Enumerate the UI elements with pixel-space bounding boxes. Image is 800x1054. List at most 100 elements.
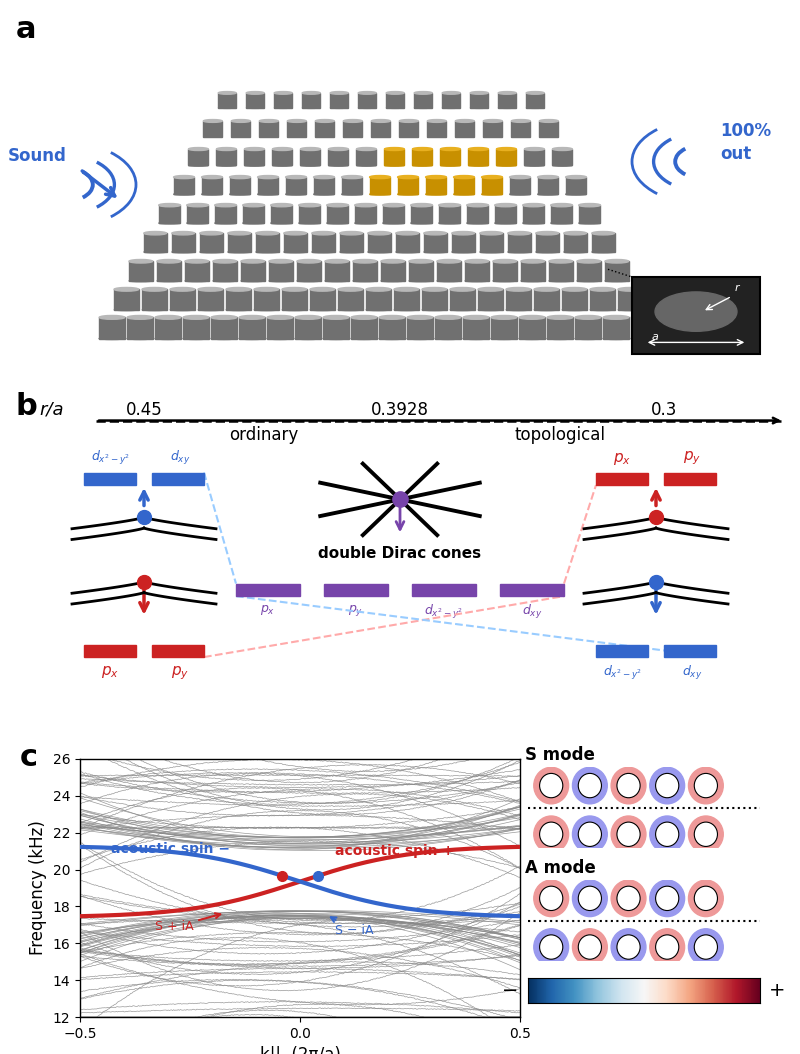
- Ellipse shape: [287, 136, 306, 137]
- Circle shape: [573, 929, 607, 965]
- Text: Sound: Sound: [8, 148, 67, 165]
- Ellipse shape: [256, 232, 278, 235]
- Ellipse shape: [381, 280, 405, 281]
- Ellipse shape: [414, 92, 432, 94]
- Bar: [566, 177, 586, 194]
- Text: $p_y$: $p_y$: [348, 603, 364, 619]
- Bar: [353, 261, 377, 280]
- Circle shape: [655, 822, 679, 846]
- Bar: [414, 93, 432, 108]
- Ellipse shape: [386, 92, 404, 94]
- Ellipse shape: [357, 164, 376, 167]
- Ellipse shape: [258, 194, 278, 195]
- Bar: [297, 261, 321, 280]
- Bar: [323, 317, 349, 338]
- Bar: [273, 149, 292, 165]
- Text: −: −: [502, 981, 518, 1000]
- Ellipse shape: [519, 315, 545, 319]
- Ellipse shape: [538, 194, 558, 195]
- Bar: [511, 121, 530, 137]
- Circle shape: [573, 880, 607, 917]
- Ellipse shape: [254, 288, 278, 291]
- Bar: [183, 317, 209, 338]
- Ellipse shape: [170, 288, 194, 291]
- Ellipse shape: [323, 337, 349, 339]
- Ellipse shape: [185, 259, 209, 264]
- Bar: [371, 121, 390, 137]
- Ellipse shape: [172, 232, 194, 235]
- Ellipse shape: [174, 194, 194, 195]
- Text: 0.3: 0.3: [651, 401, 677, 418]
- Ellipse shape: [538, 176, 558, 178]
- Ellipse shape: [343, 136, 362, 137]
- Bar: [230, 177, 250, 194]
- Bar: [242, 206, 265, 223]
- Text: acoustic spin +: acoustic spin +: [335, 844, 454, 858]
- Ellipse shape: [539, 136, 558, 137]
- Ellipse shape: [470, 92, 488, 94]
- Circle shape: [534, 816, 569, 853]
- Ellipse shape: [441, 148, 460, 151]
- Ellipse shape: [398, 194, 418, 195]
- Ellipse shape: [242, 222, 265, 223]
- Bar: [409, 261, 433, 280]
- Ellipse shape: [466, 203, 489, 207]
- Bar: [269, 261, 293, 280]
- Ellipse shape: [382, 203, 405, 207]
- Ellipse shape: [353, 259, 377, 264]
- Ellipse shape: [494, 203, 517, 207]
- Ellipse shape: [286, 194, 306, 195]
- Bar: [426, 177, 446, 194]
- Ellipse shape: [358, 92, 376, 94]
- Circle shape: [694, 886, 718, 911]
- Bar: [218, 93, 236, 108]
- Circle shape: [534, 767, 569, 804]
- Ellipse shape: [511, 119, 530, 122]
- Ellipse shape: [498, 92, 516, 94]
- Bar: [286, 177, 306, 194]
- X-axis label: k||  (2π/a): k|| (2π/a): [259, 1047, 341, 1054]
- Ellipse shape: [228, 251, 250, 253]
- Ellipse shape: [172, 251, 194, 253]
- Ellipse shape: [590, 309, 614, 311]
- Ellipse shape: [534, 288, 558, 291]
- Bar: [508, 233, 530, 252]
- Circle shape: [655, 886, 679, 911]
- Bar: [198, 290, 222, 310]
- Bar: [200, 233, 222, 252]
- Ellipse shape: [198, 288, 222, 291]
- Bar: [478, 290, 502, 310]
- Bar: [314, 177, 334, 194]
- Bar: [519, 317, 545, 338]
- Circle shape: [617, 774, 640, 798]
- Bar: [590, 290, 614, 310]
- Text: $p_x$: $p_x$: [260, 603, 276, 618]
- Ellipse shape: [550, 222, 573, 223]
- Ellipse shape: [158, 222, 181, 223]
- Bar: [310, 290, 334, 310]
- Bar: [84, 472, 136, 485]
- Ellipse shape: [242, 203, 265, 207]
- Text: double Dirac cones: double Dirac cones: [318, 546, 482, 561]
- Bar: [186, 206, 209, 223]
- Bar: [550, 206, 573, 223]
- Ellipse shape: [394, 309, 418, 311]
- Ellipse shape: [241, 259, 265, 264]
- Bar: [463, 317, 489, 338]
- Ellipse shape: [508, 251, 530, 253]
- Ellipse shape: [230, 194, 250, 195]
- Bar: [526, 93, 544, 108]
- Bar: [452, 233, 474, 252]
- Ellipse shape: [185, 280, 209, 281]
- Bar: [152, 644, 204, 657]
- Bar: [491, 317, 517, 338]
- Circle shape: [611, 767, 646, 804]
- Ellipse shape: [522, 222, 545, 223]
- Ellipse shape: [465, 280, 489, 281]
- Circle shape: [578, 774, 602, 798]
- Bar: [302, 93, 320, 108]
- Ellipse shape: [357, 148, 376, 151]
- Ellipse shape: [338, 309, 362, 311]
- Text: 100%: 100%: [720, 122, 771, 140]
- Ellipse shape: [284, 232, 306, 235]
